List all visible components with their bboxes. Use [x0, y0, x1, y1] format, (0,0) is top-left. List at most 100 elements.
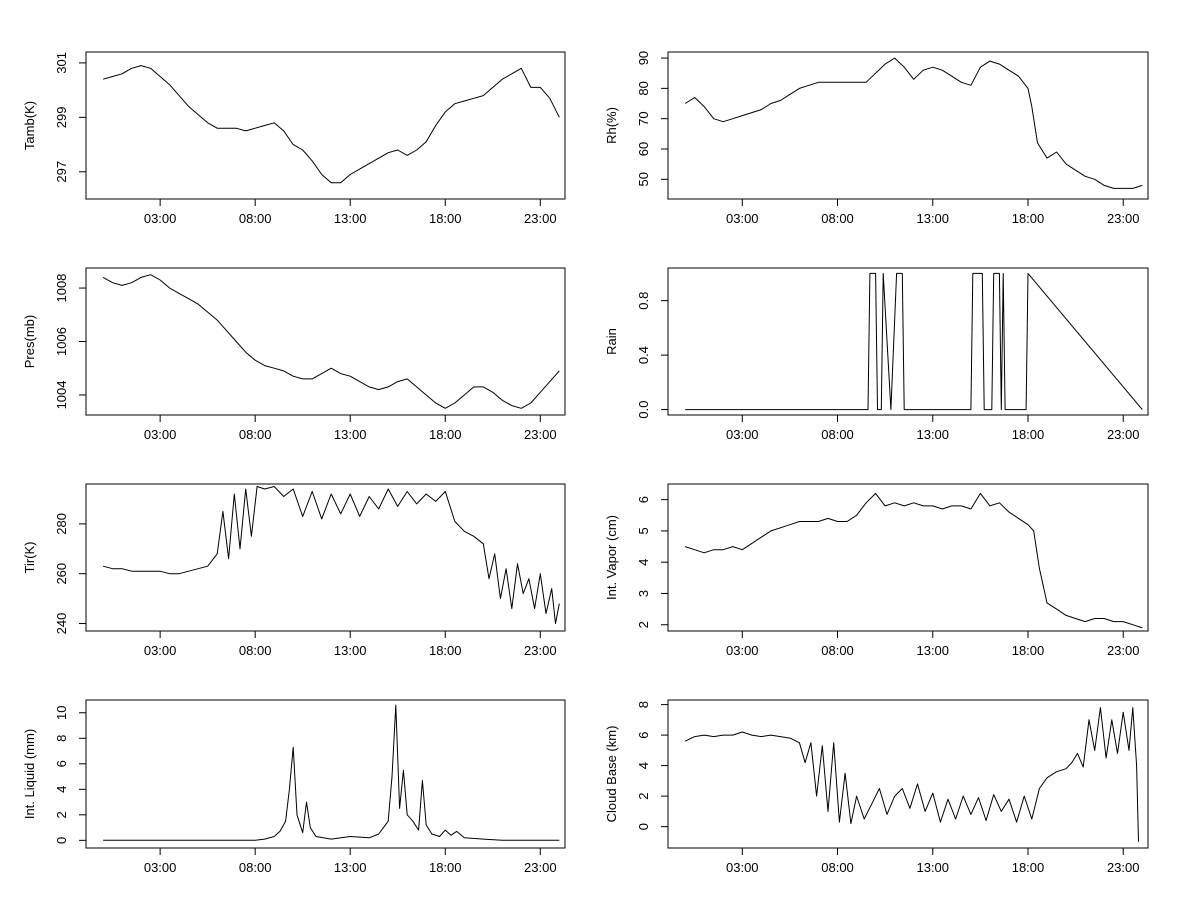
- plot-frame: [667, 699, 1149, 849]
- y-tick-label: 5: [636, 527, 651, 534]
- x-tick-label: 03:00: [726, 211, 759, 226]
- x-tick-label: 18:00: [429, 211, 462, 226]
- plot-frame: [667, 483, 1149, 632]
- y-tick-label: 6: [636, 496, 651, 503]
- x-tick-label: 18:00: [429, 427, 462, 442]
- chart-panel-5: 03:00 08:00 13:00 18:00 23:00 240 260 280 Tir(K): [22, 483, 566, 658]
- y-tick-label: 1008: [54, 274, 69, 303]
- x-tick-label: 18:00: [429, 860, 462, 875]
- x-tick-label: 03:00: [144, 427, 177, 442]
- y-tick-label: 1004: [54, 380, 69, 409]
- x-tick-label: 03:00: [726, 427, 759, 442]
- y-tick-label: 8: [54, 735, 69, 742]
- chart-panel-2: 03:00 08:00 13:00 18:00 23:00 50 60 70 80 90 Rh(%): [604, 51, 1149, 226]
- x-tick-label: 08:00: [821, 860, 854, 875]
- y-tick-label: 8: [636, 701, 651, 708]
- x-tick-label: 03:00: [144, 643, 177, 658]
- y-tick-label: 3: [636, 590, 651, 597]
- chart-panel-1: 03:00 08:00 13:00 18:00 23:00 297 299 301 Tamb(K…: [22, 51, 566, 226]
- y-axis-title: Pres(mb): [22, 315, 37, 368]
- y-tick-label: 0.0: [636, 401, 651, 419]
- y-tick-label: 0.4: [636, 346, 651, 364]
- y-axis-title: Tir(K): [22, 541, 37, 573]
- chart-panel-6: 03:00 08:00 13:00 18:00 23:00 2 3 4 5 6 Int. Vapor…: [604, 483, 1149, 658]
- y-axis-title: Rh(%): [604, 107, 619, 144]
- y-tick-label: 299: [54, 106, 69, 128]
- x-tick-label: 13:00: [916, 427, 949, 442]
- y-tick-label: 2: [636, 621, 651, 628]
- series-line-1: [103, 704, 560, 841]
- x-tick-label: 23:00: [1107, 643, 1140, 658]
- x-tick-label: 13:00: [334, 427, 367, 442]
- series-line-1: [685, 272, 1143, 411]
- x-tick-label: 18:00: [1012, 427, 1045, 442]
- x-tick-label: 03:00: [726, 643, 759, 658]
- x-tick-label: 08:00: [821, 427, 854, 442]
- x-tick-label: 03:00: [144, 211, 177, 226]
- plot-frame: [85, 51, 566, 200]
- y-tick-label: 0.8: [636, 292, 651, 310]
- x-tick-label: 18:00: [1012, 860, 1045, 875]
- plot-frame: [667, 51, 1149, 200]
- y-tick-label: 70: [636, 111, 651, 125]
- y-tick-label: 6: [636, 731, 651, 738]
- y-tick-label: 6: [54, 760, 69, 767]
- x-tick-label: 08:00: [239, 427, 272, 442]
- x-tick-label: 23:00: [1107, 860, 1140, 875]
- y-tick-label: 2: [636, 793, 651, 800]
- x-tick-label: 18:00: [1012, 211, 1045, 226]
- y-tick-label: 301: [54, 52, 69, 74]
- chart-panel-3: 03:00 08:00 13:00 18:00 23:00 1004 1006 1008 Pre…: [22, 267, 566, 442]
- y-tick-label: 1006: [54, 327, 69, 356]
- y-axis-title: Cloud Base (km): [604, 726, 619, 823]
- plot-frame: [85, 699, 566, 849]
- y-tick-label: 60: [636, 142, 651, 156]
- y-tick-label: 50: [636, 172, 651, 186]
- y-tick-label: 297: [54, 161, 69, 183]
- x-tick-label: 08:00: [821, 211, 854, 226]
- x-tick-label: 08:00: [239, 860, 272, 875]
- y-tick-label: 0: [636, 823, 651, 830]
- y-axis-title: Tamb(K): [22, 101, 37, 150]
- x-tick-label: 13:00: [334, 211, 367, 226]
- y-axis-title: Rain: [604, 328, 619, 355]
- plot-frame: [667, 267, 1149, 416]
- series-line-1: [684, 57, 1143, 189]
- y-tick-label: 240: [54, 613, 69, 635]
- y-tick-label: 0: [54, 837, 69, 844]
- x-tick-label: 13:00: [916, 860, 949, 875]
- x-tick-label: 23:00: [524, 211, 557, 226]
- y-tick-label: 4: [636, 762, 651, 769]
- y-axis-title: Int. Vapor (cm): [604, 515, 619, 600]
- x-tick-label: 18:00: [429, 643, 462, 658]
- y-tick-label: 10: [54, 706, 69, 720]
- x-tick-label: 13:00: [334, 643, 367, 658]
- x-tick-label: 13:00: [334, 860, 367, 875]
- series-line-1: [684, 492, 1143, 629]
- x-tick-label: 08:00: [239, 211, 272, 226]
- series-line-1: [684, 707, 1139, 842]
- x-tick-label: 23:00: [524, 643, 557, 658]
- x-tick-label: 23:00: [1107, 427, 1140, 442]
- x-tick-label: 23:00: [524, 427, 557, 442]
- y-axis-title: Int. Liquid (mm): [22, 729, 37, 819]
- x-tick-label: 13:00: [916, 211, 949, 226]
- y-tick-label: 280: [54, 513, 69, 535]
- y-tick-label: 4: [636, 559, 651, 566]
- series-line-1: [102, 486, 560, 624]
- plot-frame: [85, 483, 566, 632]
- x-tick-label: 18:00: [1012, 643, 1045, 658]
- y-tick-label: 260: [54, 563, 69, 585]
- x-tick-label: 08:00: [821, 643, 854, 658]
- x-tick-label: 03:00: [726, 860, 759, 875]
- chart-panel-7: 03:00 08:00 13:00 18:00 23:00 0 2 4 6 8 10 Int. Liq…: [22, 699, 566, 875]
- y-tick-label: 90: [636, 51, 651, 65]
- y-tick-label: 4: [54, 786, 69, 793]
- chart-panel-4: 03:00 08:00 13:00 18:00 23:00 0.0 0.4 0.8 Rain: [604, 267, 1149, 442]
- chart-panel-8: 03:00 08:00 13:00 18:00 23:00 0 2 4 6 8 Cloud Base…: [604, 699, 1149, 875]
- x-tick-label: 08:00: [239, 643, 272, 658]
- series-line-1: [102, 274, 560, 409]
- x-tick-label: 23:00: [524, 860, 557, 875]
- x-tick-label: 13:00: [916, 643, 949, 658]
